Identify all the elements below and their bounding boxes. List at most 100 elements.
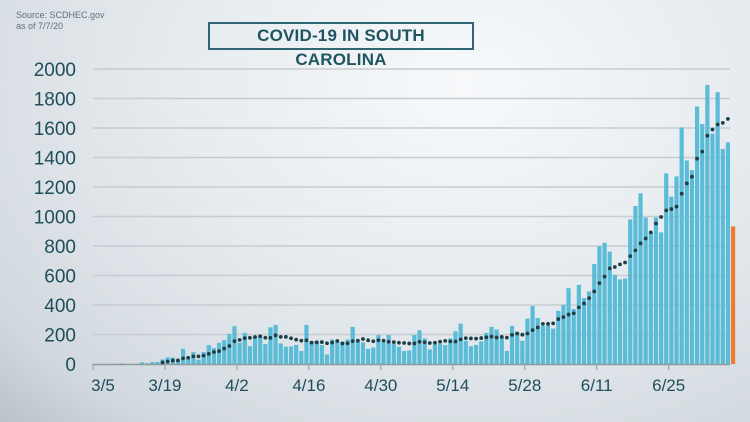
bar [453, 331, 458, 364]
bar [592, 263, 597, 364]
y-tick-label: 1400 [34, 149, 76, 170]
moving-average-dot [427, 341, 432, 345]
moving-average-dot [705, 133, 710, 138]
bar [412, 335, 417, 364]
moving-average-dot [242, 336, 247, 341]
moving-average-dot [176, 358, 180, 363]
moving-average-dot [217, 349, 221, 354]
y-tick-label: 2000 [34, 60, 76, 81]
moving-average-dot [669, 207, 674, 211]
moving-average-dot [191, 354, 196, 359]
y-tick-label: 1600 [34, 119, 76, 140]
moving-average-dot [386, 339, 391, 344]
bar [720, 148, 725, 364]
moving-average-dot [319, 340, 324, 344]
moving-average-dot [674, 204, 679, 209]
x-tick-label: 6/25 [652, 376, 685, 395]
bar [360, 342, 366, 364]
moving-average-dot [422, 340, 427, 345]
y-tick-label: 800 [44, 237, 76, 258]
bar [597, 246, 602, 364]
y-tick-label: 0 [65, 355, 76, 376]
bar [391, 344, 396, 364]
bar [386, 335, 391, 364]
moving-average-dot [412, 341, 417, 346]
bar [463, 340, 468, 364]
bar [448, 338, 453, 364]
moving-average-dot [479, 336, 484, 340]
bar [268, 327, 273, 364]
moving-average-dot [715, 122, 720, 127]
moving-average-dot [366, 338, 371, 343]
bar [607, 251, 612, 364]
moving-average-dot [206, 351, 211, 356]
bar [396, 346, 402, 364]
bar [355, 341, 360, 364]
bar [643, 217, 648, 364]
bar [304, 324, 309, 364]
moving-average-dot [535, 325, 540, 330]
moving-average-dot [654, 221, 658, 226]
moving-average-dot [391, 340, 396, 345]
moving-average-dot [232, 339, 237, 344]
moving-average-dot [381, 338, 386, 343]
moving-average-dot [170, 358, 175, 363]
bar [669, 196, 674, 364]
moving-average-dot [633, 248, 638, 253]
moving-average-dot [263, 335, 268, 340]
bar [705, 84, 710, 365]
bar [499, 336, 504, 364]
bar [278, 343, 283, 364]
moving-average-dot [355, 338, 360, 343]
x-tick-label: 3/19 [148, 376, 181, 395]
bar [402, 351, 407, 364]
bar [237, 342, 242, 364]
bar [366, 348, 371, 364]
y-tick-label: 1200 [34, 178, 76, 199]
x-tick-label: 6/11 [581, 376, 613, 395]
bar [530, 306, 535, 364]
bar [150, 362, 155, 364]
moving-average-dot [623, 260, 628, 265]
moving-average-dot [710, 127, 715, 132]
moving-average-dot [253, 335, 257, 339]
moving-average-dot [612, 265, 617, 269]
moving-average-dot [309, 340, 314, 345]
moving-average-dot [607, 266, 612, 271]
bar [700, 124, 705, 364]
bar [437, 343, 443, 364]
moving-average-dot [433, 340, 437, 345]
bar [299, 351, 304, 364]
moving-average-dot [499, 335, 504, 339]
bar [540, 325, 545, 364]
bar [376, 335, 381, 364]
moving-average-dot [664, 208, 669, 213]
source-line: Source: SCDHEC.gov [16, 10, 105, 20]
bar [186, 358, 191, 364]
bar [587, 291, 592, 364]
bar [576, 284, 581, 364]
moving-average-dot [618, 262, 622, 267]
bar [545, 325, 551, 364]
bar [258, 335, 263, 364]
bar [525, 318, 530, 364]
moving-average-dot [700, 149, 705, 154]
moving-average-dot [474, 336, 478, 341]
moving-average-dot [489, 334, 494, 339]
bar [617, 279, 623, 364]
bar [710, 133, 715, 364]
moving-average-dot [165, 359, 170, 364]
moving-average-dot [278, 334, 283, 339]
moving-average-dot [361, 337, 365, 341]
moving-average-dot [458, 337, 463, 342]
bar [679, 127, 684, 364]
moving-average-dot [515, 331, 520, 336]
moving-average-dot [258, 334, 263, 339]
bar [139, 362, 145, 364]
bar [288, 346, 294, 364]
bar [612, 274, 617, 364]
bar [628, 219, 633, 364]
bar [432, 344, 438, 364]
bar [556, 310, 561, 364]
x-tick-label: 4/16 [292, 376, 325, 395]
